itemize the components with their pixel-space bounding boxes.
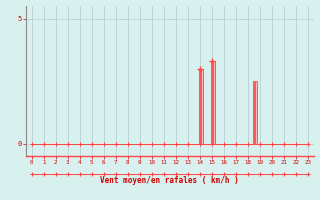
Bar — [201, 68, 203, 144]
X-axis label: Vent moyen/en rafales ( km/h ): Vent moyen/en rafales ( km/h ) — [100, 176, 239, 185]
Bar — [199, 68, 200, 144]
Bar — [211, 61, 212, 144]
Bar — [213, 61, 214, 144]
Bar — [255, 81, 257, 144]
Bar — [253, 81, 254, 144]
